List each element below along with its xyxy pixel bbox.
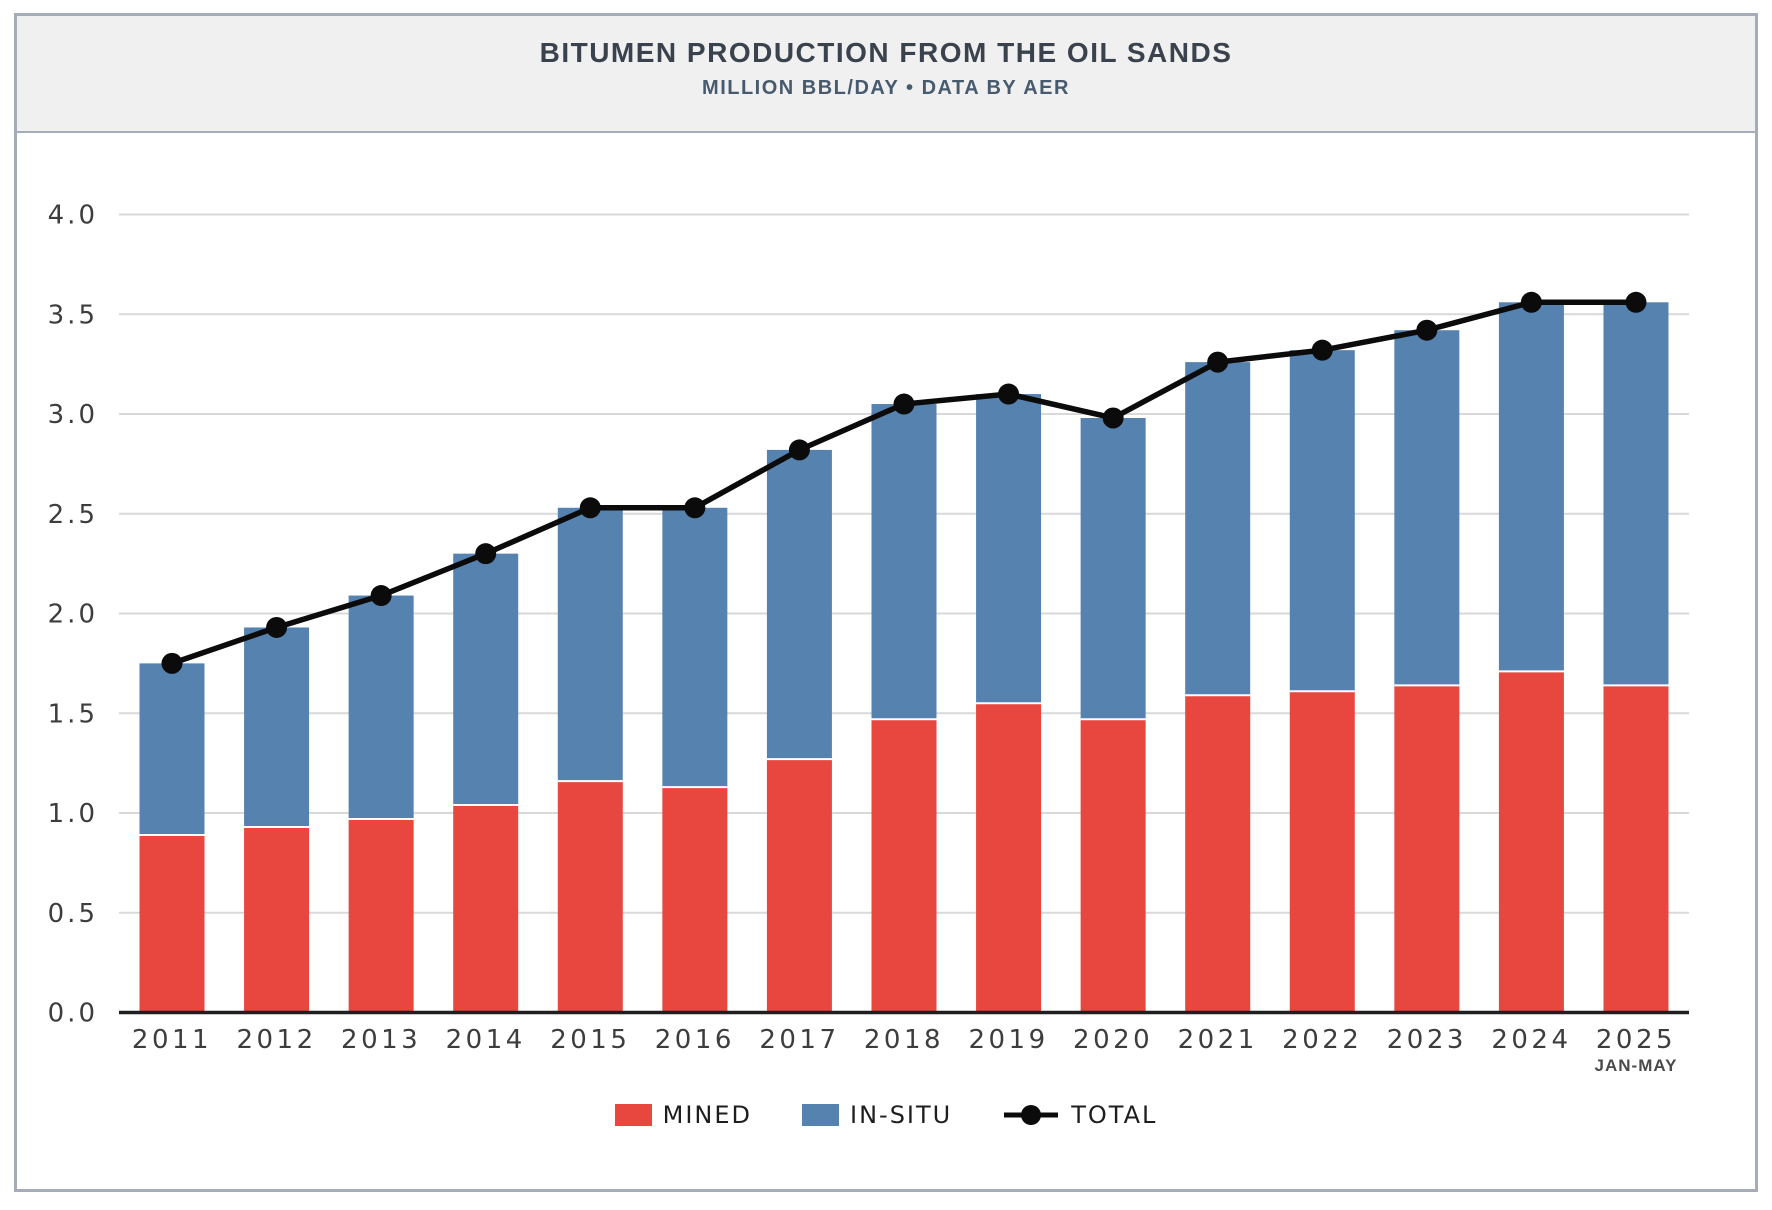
total-point — [998, 383, 1020, 405]
bar-segment-insitu — [453, 553, 519, 806]
y-tick-label: 1.0 — [48, 799, 98, 829]
x-tick-label: 2018 — [864, 1025, 944, 1055]
chart-subtitle: MILLION BBL/DAY • DATA BY AER — [702, 77, 1070, 99]
y-tick-label: 3.0 — [48, 400, 98, 430]
total-point — [788, 439, 810, 461]
total-point — [1625, 291, 1647, 313]
total-point — [1311, 339, 1333, 361]
total-point — [1520, 291, 1542, 313]
bar-segment-mined — [348, 818, 414, 1013]
legend-item-mined: MINED — [614, 1101, 752, 1129]
total-point — [684, 497, 706, 519]
mined-swatch-icon — [614, 1104, 652, 1126]
total-point — [370, 585, 392, 607]
chart-legend: MINED IN-SITU TOTAL — [17, 1101, 1755, 1129]
total-point — [1207, 351, 1229, 373]
bar-segment-insitu — [348, 595, 414, 819]
bar-segment-mined — [1394, 685, 1460, 1013]
bar-segment-mined — [1603, 685, 1669, 1013]
y-tick-label: 3.5 — [48, 300, 98, 330]
x-tick-label: 2024 — [1491, 1025, 1571, 1055]
bar-segment-insitu — [139, 663, 205, 835]
chart-canvas: 0.0 0.5 1.0 1.5 2.0 2.5 3.0 3.5 4.0 2011 2012 2013 2… — [48, 201, 1689, 1075]
bar-segment-insitu — [557, 507, 623, 782]
bar-segment-insitu — [1289, 350, 1355, 692]
total-point — [475, 543, 497, 565]
y-tick-label: 0.0 — [48, 999, 98, 1029]
bar-segment-mined — [244, 826, 310, 1013]
bar-segment-mined — [871, 719, 937, 1013]
x-tick-label: 2011 — [132, 1025, 212, 1055]
x-tick-label: 2013 — [341, 1025, 421, 1055]
x-tick-label: 2022 — [1282, 1025, 1362, 1055]
total-point — [579, 497, 601, 519]
bar-segment-insitu — [976, 394, 1042, 704]
y-tick-label: 0.5 — [48, 899, 98, 929]
x-tick-label: 2021 — [1178, 1025, 1258, 1055]
legend-label-insitu: IN-SITU — [850, 1101, 953, 1129]
x-tick-label: 2019 — [968, 1025, 1048, 1055]
total-point — [161, 652, 183, 674]
total-point — [266, 616, 288, 638]
bar-segment-insitu — [871, 404, 937, 720]
y-tick-label: 2.0 — [48, 600, 98, 630]
bar-segment-insitu — [1603, 302, 1669, 686]
legend-item-insitu: IN-SITU — [802, 1101, 952, 1129]
bar-segment-mined — [662, 787, 728, 1013]
bar-segment-insitu — [766, 449, 832, 760]
chart-title: BITUMEN PRODUCTION FROM THE OIL SANDS — [539, 37, 1233, 68]
x-tick-label: 2012 — [236, 1025, 316, 1055]
bar-segment-mined — [453, 805, 519, 1013]
y-tick-label: 1.5 — [48, 699, 98, 729]
total-point — [1416, 319, 1438, 341]
bar-segment-mined — [1080, 719, 1146, 1013]
bar-segment-mined — [1498, 671, 1564, 1013]
total-point — [893, 393, 915, 415]
x-tick-label: 2014 — [446, 1025, 526, 1055]
bar-segment-insitu — [244, 627, 310, 827]
chart-panel: BITUMEN PRODUCTION FROM THE OIL SANDS MI… — [14, 13, 1758, 1192]
chart-header: BITUMEN PRODUCTION FROM THE OIL SANDS MI… — [17, 16, 1755, 133]
x-tick-label: 2020 — [1073, 1025, 1153, 1055]
x-tick-label: 2015 — [550, 1025, 630, 1055]
legend-label-total: TOTAL — [1071, 1101, 1158, 1129]
x-axis-note: JAN-MAY — [1595, 1056, 1678, 1075]
bar-segment-mined — [1289, 691, 1355, 1013]
bar-segment-mined — [557, 781, 623, 1013]
legend-label-mined: MINED — [662, 1101, 752, 1129]
x-tick-label: 2025 — [1596, 1025, 1676, 1055]
x-tick-label: 2017 — [759, 1025, 839, 1055]
insitu-swatch-icon — [802, 1104, 839, 1126]
bar-segment-mined — [1185, 695, 1251, 1013]
total-line-icon — [1004, 1105, 1059, 1125]
bar-segment-insitu — [1080, 417, 1146, 720]
bar-segment-mined — [766, 759, 832, 1013]
bar-segment-mined — [976, 703, 1042, 1013]
x-tick-label: 2016 — [655, 1025, 735, 1055]
y-tick-label: 4.0 — [48, 201, 98, 231]
x-tick-label: 2023 — [1387, 1025, 1467, 1055]
bar-segment-insitu — [1394, 330, 1460, 686]
legend-item-total: TOTAL — [1002, 1101, 1157, 1129]
bar-segment-mined — [139, 834, 205, 1013]
bar-segment-insitu — [1498, 302, 1564, 672]
y-tick-label: 2.5 — [48, 500, 98, 530]
total-point — [1102, 407, 1124, 429]
bar-segment-insitu — [1185, 362, 1251, 696]
bar-segment-insitu — [662, 507, 728, 788]
